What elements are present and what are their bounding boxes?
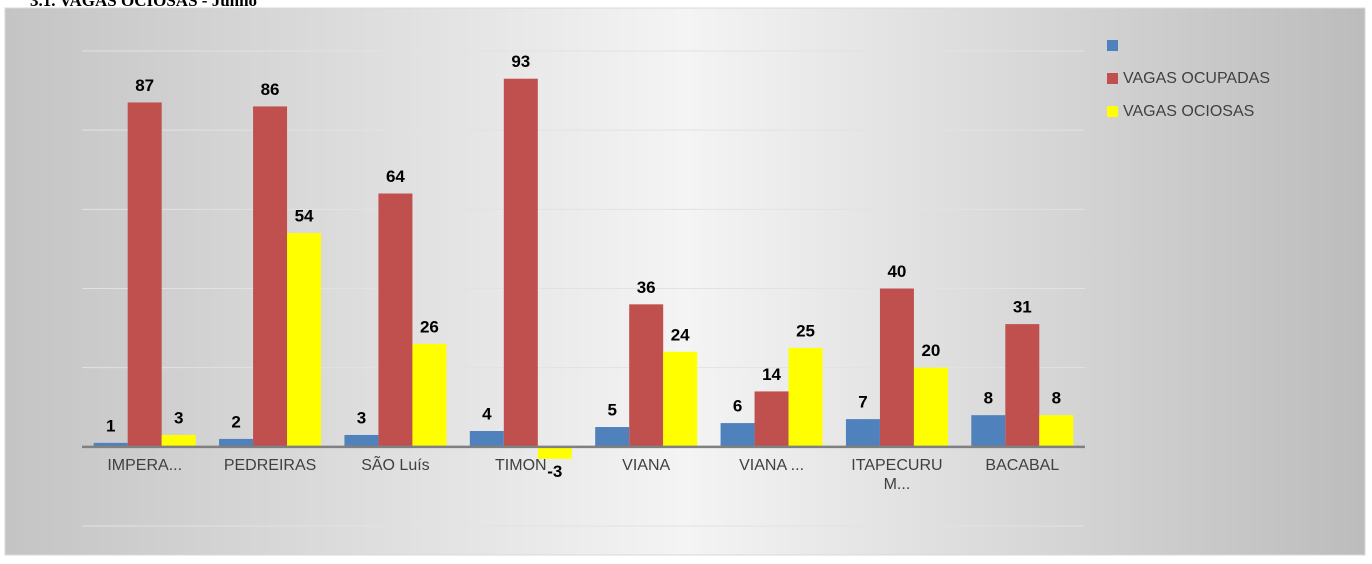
data-label: 86 bbox=[261, 80, 280, 99]
data-label: 36 bbox=[637, 278, 656, 297]
bar bbox=[788, 347, 823, 447]
bar bbox=[1039, 415, 1074, 447]
data-label: 8 bbox=[1052, 389, 1061, 408]
data-label: 24 bbox=[671, 325, 690, 344]
bar bbox=[503, 78, 538, 447]
bar bbox=[469, 431, 504, 447]
data-label: 8 bbox=[984, 389, 993, 408]
data-label: 4 bbox=[482, 404, 492, 423]
data-label: 40 bbox=[887, 262, 906, 281]
data-label: 64 bbox=[386, 167, 405, 186]
data-label: 3 bbox=[174, 408, 183, 427]
bar bbox=[253, 106, 288, 447]
data-label: 7 bbox=[858, 393, 867, 412]
x-tick-label: SÃO Luís bbox=[361, 457, 430, 474]
x-tick-label: ITAPECURU M... bbox=[851, 457, 943, 493]
bar bbox=[754, 391, 789, 447]
data-label: 93 bbox=[511, 52, 530, 71]
x-tick-label: PEDREIRAS bbox=[223, 457, 317, 474]
x-tick-label: IMPERA... bbox=[107, 457, 183, 474]
bar bbox=[287, 233, 322, 447]
bar bbox=[879, 288, 914, 447]
bar bbox=[93, 442, 128, 447]
legend-swatch bbox=[1107, 106, 1118, 117]
data-label: 6 bbox=[733, 397, 742, 416]
x-tick-label: TIMON bbox=[495, 457, 547, 474]
bar bbox=[629, 304, 664, 447]
bar bbox=[913, 367, 948, 447]
legend-label: VAGAS OCIOSAS bbox=[1123, 103, 1254, 120]
bar bbox=[845, 419, 880, 447]
legend-swatch bbox=[1107, 40, 1118, 51]
data-label: 5 bbox=[607, 401, 616, 420]
data-label: 25 bbox=[796, 321, 815, 340]
data-label: 14 bbox=[762, 365, 781, 384]
bar bbox=[127, 102, 162, 447]
legend-swatch bbox=[1107, 73, 1118, 84]
data-label: 2 bbox=[231, 412, 240, 431]
data-label: -3 bbox=[547, 462, 562, 481]
data-label: 31 bbox=[1013, 298, 1032, 317]
x-tick-label: BACABAL bbox=[985, 457, 1060, 474]
bar bbox=[663, 351, 698, 447]
bar bbox=[1005, 324, 1040, 447]
bar bbox=[378, 193, 413, 447]
data-label: 54 bbox=[295, 207, 314, 226]
bar bbox=[537, 446, 572, 459]
data-label: 3 bbox=[357, 408, 366, 427]
bar bbox=[720, 423, 755, 447]
data-label: 26 bbox=[420, 317, 439, 336]
data-label: 20 bbox=[921, 341, 940, 360]
chart-area bbox=[4, 7, 1366, 556]
bar bbox=[412, 343, 447, 447]
bar bbox=[219, 438, 254, 447]
x-tick-label: VIANA bbox=[622, 457, 671, 474]
data-label: 1 bbox=[106, 416, 115, 435]
chart-title: 3.1. VAGAS OCIOSAS - Junho bbox=[30, 0, 257, 10]
data-label: 87 bbox=[135, 76, 154, 95]
bar bbox=[595, 427, 630, 447]
legend-label: VAGAS OCUPADAS bbox=[1123, 70, 1270, 87]
bar bbox=[161, 434, 196, 447]
bar bbox=[971, 415, 1006, 447]
x-tick-label: VIANA ... bbox=[739, 457, 805, 474]
bar bbox=[344, 434, 379, 447]
